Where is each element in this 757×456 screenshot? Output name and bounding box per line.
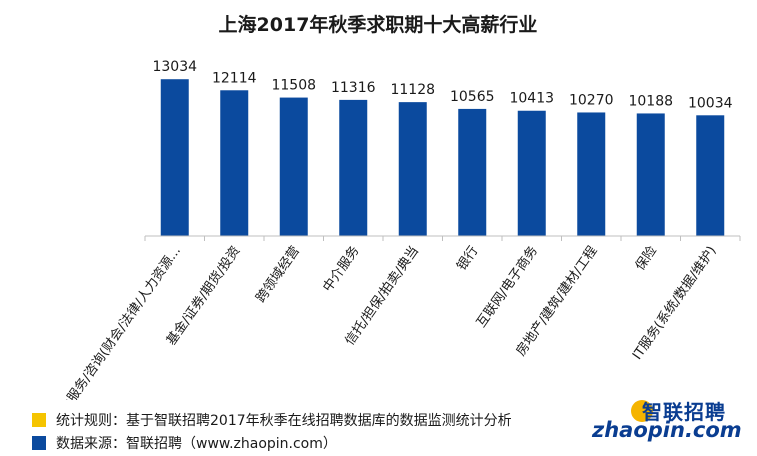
bar bbox=[339, 99, 368, 236]
category-label: 银行 bbox=[454, 244, 481, 274]
bar-value-label: 13034 bbox=[152, 59, 197, 75]
x-axis-ticks bbox=[144, 236, 741, 241]
source-square-icon bbox=[32, 436, 46, 450]
footer-rule: 统计规则：基于智联招聘2017年秋季在线招聘数据库的数据监测统计分析 bbox=[32, 410, 512, 430]
bar bbox=[160, 79, 189, 236]
bar-value-label: 11128 bbox=[390, 82, 435, 98]
bar bbox=[458, 108, 487, 236]
category-label: 跨领域经营 bbox=[253, 244, 303, 306]
bar-value-label: 12114 bbox=[212, 70, 257, 86]
category-label: 互联网/电子商务 bbox=[473, 243, 541, 330]
footer-source: 数据来源：智联招聘（www.zhaopin.com） bbox=[32, 433, 337, 453]
bar bbox=[696, 115, 725, 236]
bar-value-label: 10565 bbox=[450, 89, 495, 105]
rule-text: 统计规则：基于智联招聘2017年秋季在线招聘数据库的数据监测统计分析 bbox=[56, 413, 512, 429]
category-label: 保险 bbox=[633, 244, 660, 274]
bar-value-label: 11508 bbox=[271, 78, 316, 94]
zhaopin-logo: 智联招聘 zhaopin.com bbox=[590, 396, 750, 454]
category-label: 中介服务 bbox=[320, 243, 363, 295]
bar bbox=[517, 110, 546, 236]
bar-value-label: 10188 bbox=[628, 93, 673, 109]
bar-value-label: 10034 bbox=[688, 95, 733, 111]
chart-title: 上海2017年秋季求职期十大高薪行业 bbox=[219, 13, 538, 36]
category-labels-group: 专业服务/咨询(财会/法律/人力资源...基金/证券/期货/投资 跨领域经营 中介服… bbox=[49, 243, 720, 400]
category-label: 专业服务/咨询(财会/法律/人力资源... bbox=[49, 243, 184, 400]
bar bbox=[577, 112, 606, 236]
bar bbox=[279, 97, 308, 236]
rule-square-icon bbox=[32, 413, 46, 427]
bar-value-label: 11316 bbox=[331, 80, 376, 96]
value-labels-group: 13034 12114 11508 11316 11128 10565 10413 10270… bbox=[152, 59, 732, 111]
bars-group bbox=[160, 79, 725, 236]
logo-en-text: zhaopin.com bbox=[592, 418, 742, 442]
logo-dot-icon bbox=[631, 400, 653, 422]
bar-value-label: 10270 bbox=[569, 92, 614, 108]
bar-value-label: 10413 bbox=[509, 91, 554, 107]
bar bbox=[220, 90, 249, 236]
bar bbox=[398, 102, 427, 236]
source-text: 数据来源：智联招聘（www.zhaopin.com） bbox=[56, 436, 337, 452]
bar bbox=[636, 113, 665, 236]
logo-cn-text: 智联招聘 bbox=[642, 400, 726, 424]
